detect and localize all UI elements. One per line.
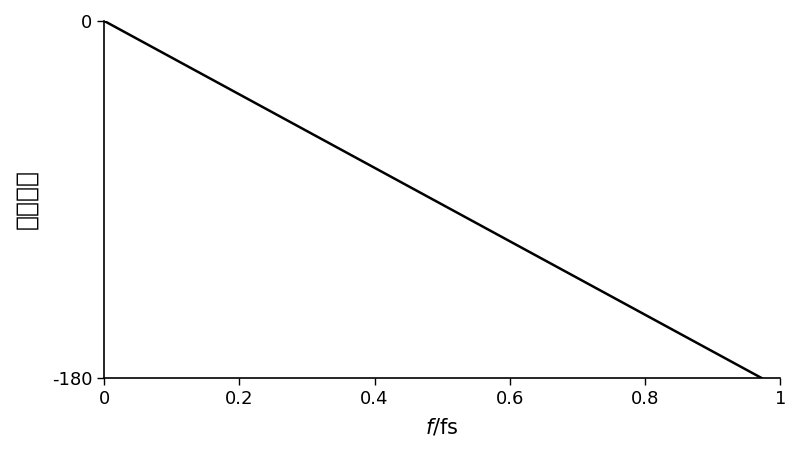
X-axis label: $\mathit{f}$/fs: $\mathit{f}$/fs [426,416,459,437]
Y-axis label: 相位误差: 相位误差 [14,170,38,230]
